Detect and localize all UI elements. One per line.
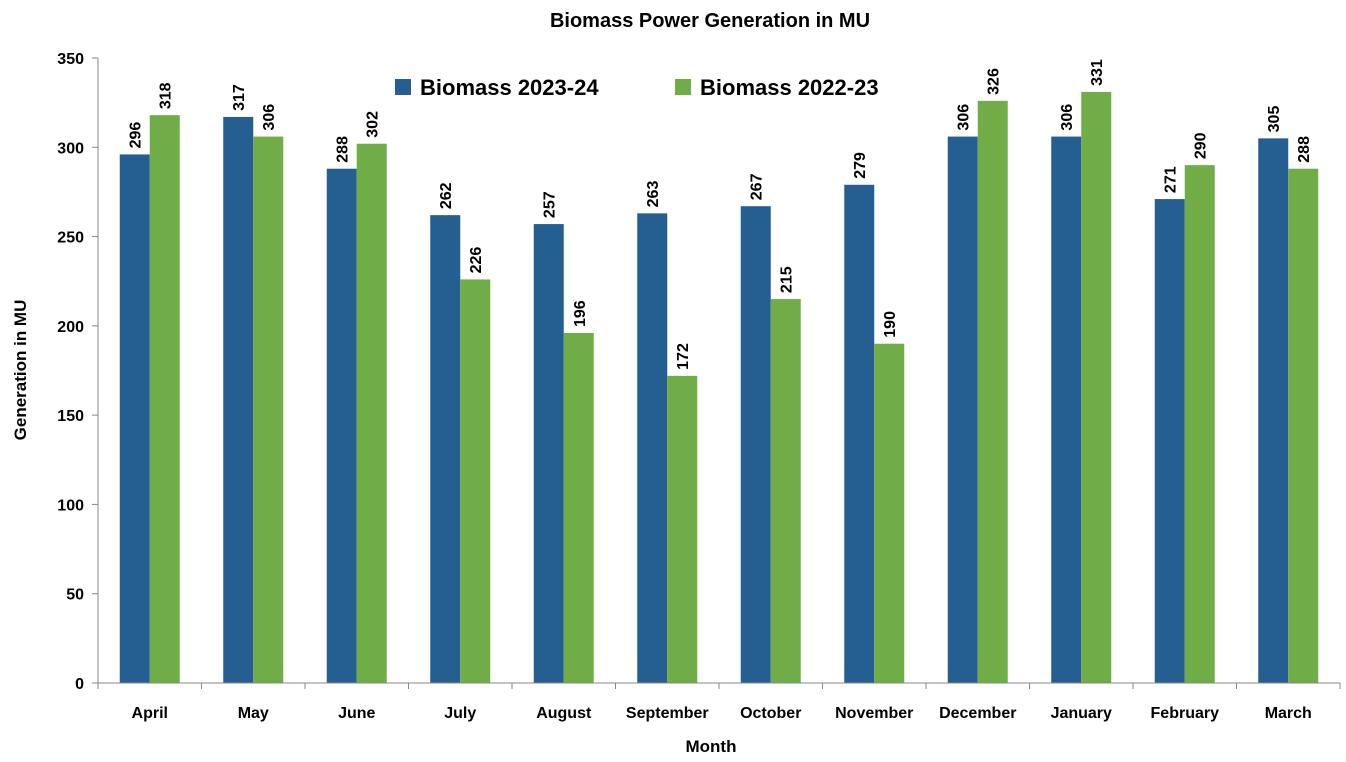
data-label: 290 xyxy=(1193,132,1210,159)
bar xyxy=(740,206,771,683)
x-tick-label: March xyxy=(1265,705,1312,722)
data-label: 306 xyxy=(261,104,278,131)
bar xyxy=(356,143,387,683)
x-tick-label: February xyxy=(1151,705,1220,722)
y-tick-label: 200 xyxy=(57,319,84,336)
bar xyxy=(460,279,491,683)
y-tick-label: 350 xyxy=(57,51,84,68)
x-tick-label: December xyxy=(939,705,1016,722)
data-label: 306 xyxy=(956,104,973,131)
bar xyxy=(430,215,461,683)
data-label: 302 xyxy=(365,111,382,138)
bar xyxy=(1081,91,1112,683)
x-tick-label: August xyxy=(536,705,592,722)
data-label: 288 xyxy=(335,136,352,163)
data-label: 271 xyxy=(1163,166,1180,193)
y-tick-label: 300 xyxy=(57,140,84,157)
bar xyxy=(1154,199,1185,684)
bar xyxy=(637,213,668,683)
x-tick-label: January xyxy=(1051,705,1112,722)
x-tick-label: May xyxy=(238,705,269,722)
data-label: 267 xyxy=(749,173,766,200)
bar xyxy=(533,224,564,684)
data-label: 326 xyxy=(986,68,1003,95)
data-label: 317 xyxy=(231,84,248,111)
bar xyxy=(563,333,594,683)
data-label: 257 xyxy=(542,191,559,218)
bar xyxy=(1258,138,1289,683)
legend-swatch xyxy=(675,79,691,95)
x-tick-label: October xyxy=(740,705,801,722)
bar xyxy=(223,116,254,683)
legend-label: Biomass 2022-23 xyxy=(700,75,879,100)
bar xyxy=(149,115,180,683)
data-label: 172 xyxy=(675,343,692,370)
bar xyxy=(844,184,875,684)
bar xyxy=(770,299,801,683)
x-axis-label: Month xyxy=(686,737,737,756)
y-tick-label: 250 xyxy=(57,230,84,247)
data-label: 306 xyxy=(1059,104,1076,131)
data-label: 226 xyxy=(468,247,485,274)
data-label: 279 xyxy=(852,152,869,179)
chart-title: Biomass Power Generation in MU xyxy=(550,10,870,32)
data-label: 305 xyxy=(1266,106,1283,133)
x-tick-label: July xyxy=(444,705,476,722)
bar xyxy=(667,375,698,683)
x-tick-label: June xyxy=(338,705,375,722)
data-label: 196 xyxy=(572,300,589,327)
y-tick-label: 150 xyxy=(57,408,84,425)
bar xyxy=(874,343,905,683)
y-axis-label: Generation in MU xyxy=(11,300,30,441)
y-tick-label: 100 xyxy=(57,497,84,514)
bar xyxy=(1184,165,1215,684)
bar xyxy=(947,136,978,684)
y-tick-label: 0 xyxy=(75,676,84,693)
data-label: 190 xyxy=(882,311,899,338)
data-label: 262 xyxy=(438,182,455,209)
data-label: 215 xyxy=(779,266,796,293)
legend-swatch xyxy=(395,79,411,95)
bar xyxy=(1051,136,1082,684)
legend-label: Biomass 2023-24 xyxy=(420,75,599,100)
data-label: 288 xyxy=(1296,136,1313,163)
bar xyxy=(119,154,150,683)
bar xyxy=(326,168,357,683)
x-tick-label: November xyxy=(835,705,913,722)
data-label: 331 xyxy=(1089,59,1106,86)
x-tick-label: September xyxy=(626,705,709,722)
data-label: 263 xyxy=(645,181,662,208)
y-tick-label: 50 xyxy=(66,587,84,604)
bar xyxy=(253,136,284,684)
bar xyxy=(977,100,1008,684)
x-tick-label: April xyxy=(132,705,168,722)
bar xyxy=(1288,168,1319,683)
data-label: 318 xyxy=(158,82,175,109)
data-label: 296 xyxy=(128,122,145,149)
